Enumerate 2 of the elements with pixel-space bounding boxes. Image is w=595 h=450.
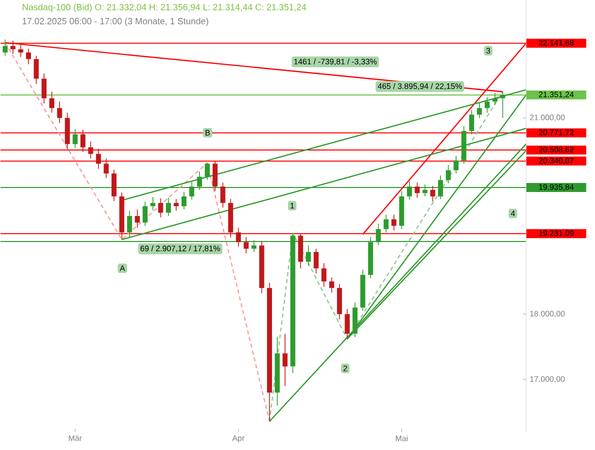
chart-title: Nasdaq-100 (Bid) O: 21.332,04 H: 21.356,94 L: 21.314,44 C: 21.351,24 — [22, 4, 306, 12]
text: 17.02.2025 06:00 - 17:00 (3 Monate, 1 Stunde) — [22, 18, 208, 26]
